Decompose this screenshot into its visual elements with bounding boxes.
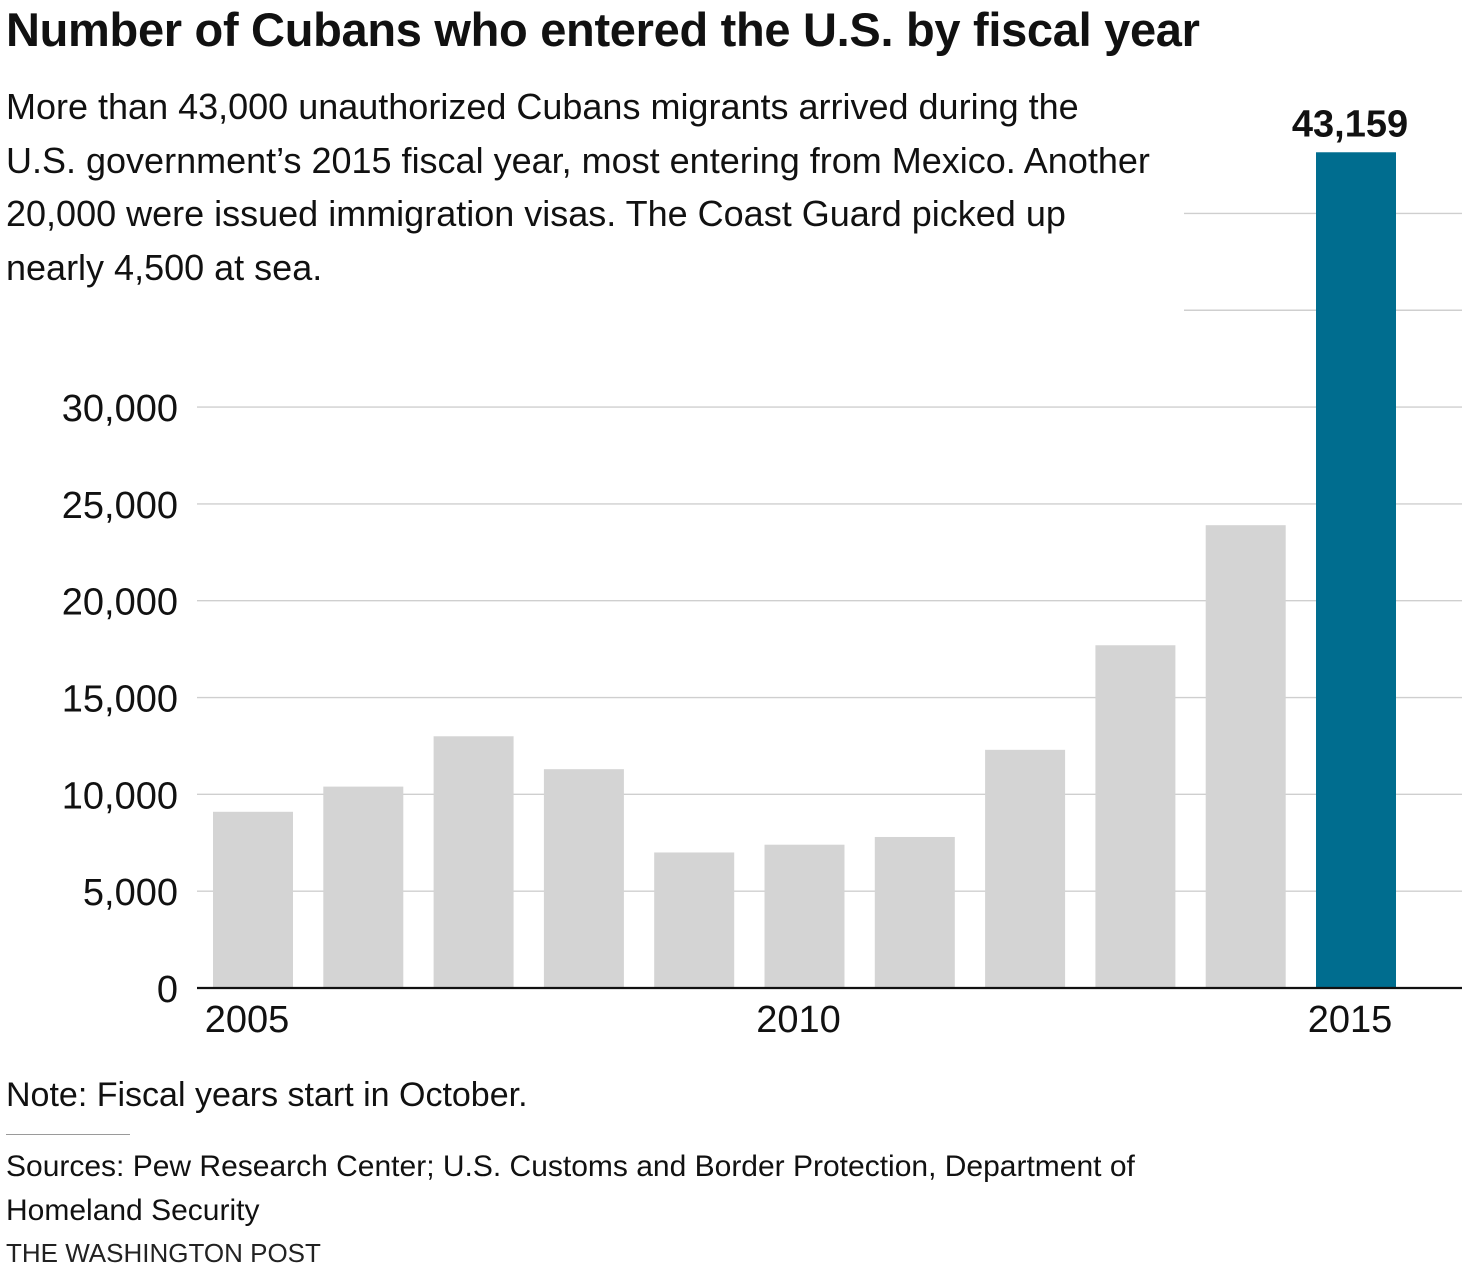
x-tick-label: 2010	[756, 999, 841, 1041]
chart-title: Number of Cubans who entered the U.S. by…	[6, 3, 1200, 56]
bar	[874, 836, 955, 988]
footer-divider	[6, 1134, 130, 1135]
y-tick-label: 15,000	[62, 679, 178, 721]
bar	[213, 811, 293, 988]
y-tick-label: 5,000	[83, 872, 178, 914]
bar	[323, 786, 404, 988]
bar-chart: 0 5,000 10,000 15,000 20,000 25,000 30,000 43,1…	[62, 103, 1462, 1041]
y-tick-label: 0	[157, 969, 178, 1011]
data-label: 43,159	[1292, 103, 1408, 145]
bar-highlight	[1316, 152, 1396, 989]
publisher-credit: THE WASHINGTON POST	[6, 1238, 321, 1268]
chart-note: Note: Fiscal years start in October.	[6, 1076, 528, 1114]
bar	[433, 736, 514, 988]
x-tick-label: 2015	[1308, 999, 1393, 1041]
bar	[654, 852, 735, 988]
y-tick-label: 25,000	[62, 485, 178, 527]
bar	[1095, 645, 1176, 988]
y-tick-label: 30,000	[62, 388, 178, 430]
chart-subtitle: More than 43,000 unauthorized Cubans mig…	[6, 86, 1150, 288]
bar	[764, 844, 845, 988]
y-tick-label: 20,000	[62, 582, 178, 624]
chart-sources: Sources: Pew Research Center; U.S. Custo…	[6, 1150, 1135, 1227]
y-tick-label: 10,000	[62, 775, 178, 817]
bar	[1205, 525, 1286, 988]
bar	[543, 769, 624, 988]
x-tick-label: 2005	[205, 999, 290, 1041]
bar	[985, 749, 1066, 988]
